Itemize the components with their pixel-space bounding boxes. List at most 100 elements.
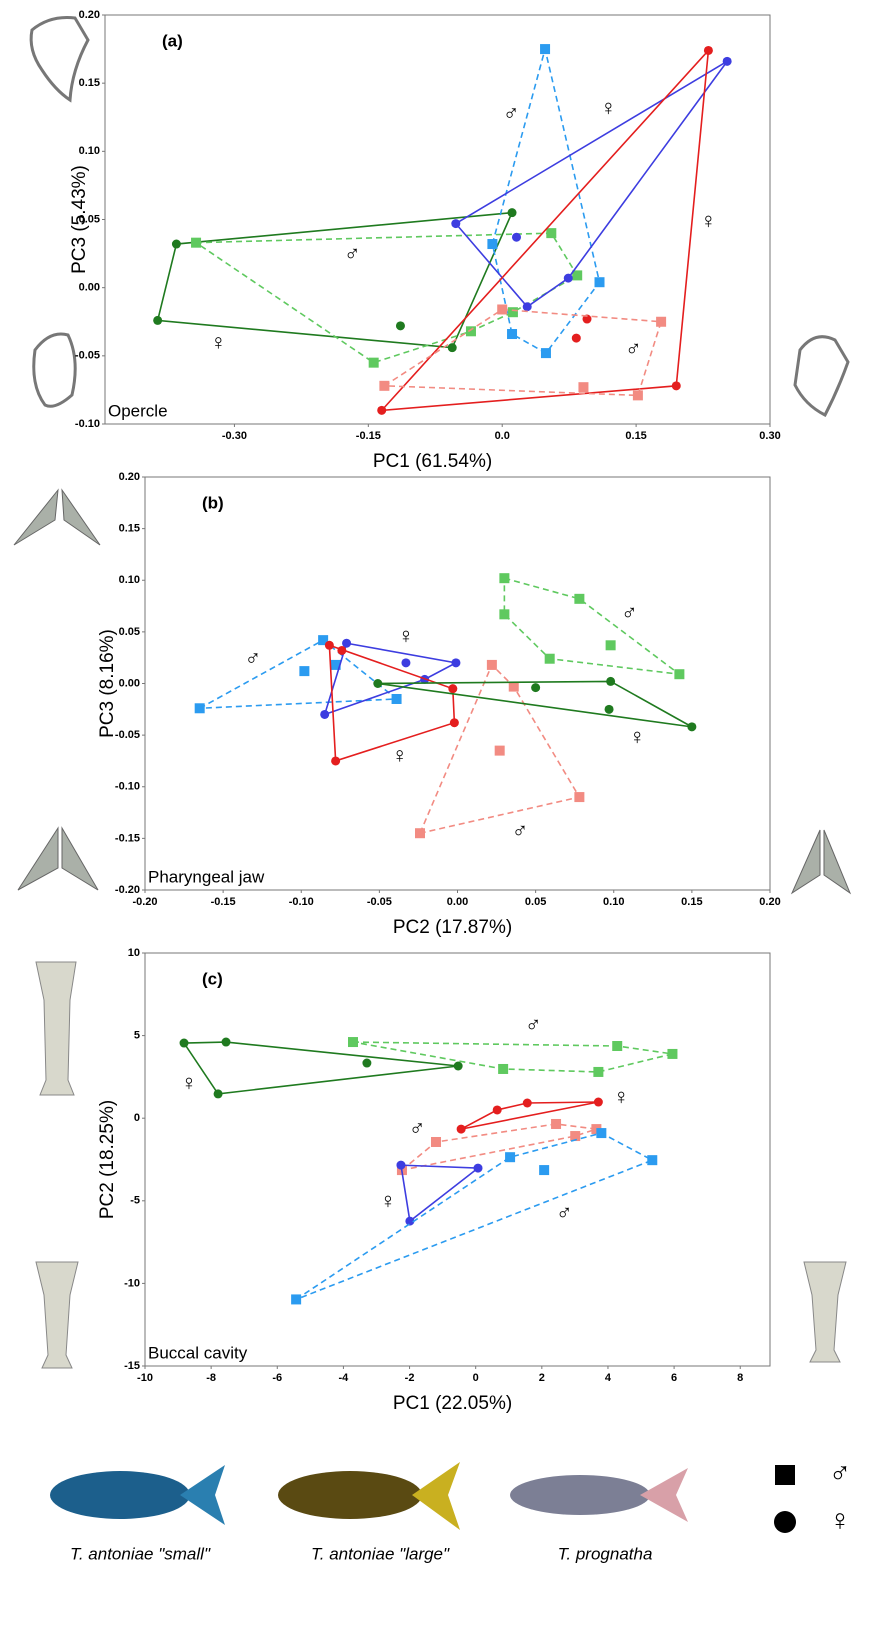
point <box>656 316 667 327</box>
legend-symbol: ♀ <box>829 1504 852 1537</box>
point <box>667 1048 678 1059</box>
y-tick-label: 0.00 <box>79 282 100 294</box>
y-tick-label: -0.10 <box>115 781 140 793</box>
x-tick-label: 6 <box>671 1372 677 1384</box>
point <box>593 1097 603 1107</box>
y-tick-label: -10 <box>124 1277 140 1289</box>
sex-annotation: ♂ <box>525 1012 542 1037</box>
point <box>299 666 310 677</box>
point <box>320 709 330 719</box>
x-tick-label: -0.15 <box>356 430 381 442</box>
point <box>507 329 518 340</box>
x-tick-label: 0.05 <box>525 896 546 908</box>
point <box>362 1058 372 1068</box>
point <box>551 1118 562 1129</box>
point <box>497 304 508 315</box>
point <box>505 1152 516 1163</box>
point <box>494 745 505 756</box>
point <box>456 1124 466 1134</box>
point <box>596 1128 607 1139</box>
point <box>324 640 334 650</box>
point <box>508 681 519 692</box>
y-tick-label: 5 <box>134 1030 140 1042</box>
point <box>318 635 329 646</box>
hull <box>400 1164 481 1223</box>
x-tick-label: 8 <box>737 1372 743 1384</box>
sex-annotation: ♂ <box>409 1116 426 1141</box>
y-tick-label: -5 <box>130 1195 140 1207</box>
y-axis-label: PC3 (5.43%) <box>69 165 90 274</box>
point <box>687 722 697 732</box>
sex-annotation: ♀ <box>210 329 227 354</box>
point <box>511 232 521 242</box>
y-tick-label: 10 <box>128 947 140 959</box>
y-tick-label: -0.05 <box>115 729 140 741</box>
y-tick-label: -15 <box>124 1360 140 1372</box>
point <box>571 333 581 343</box>
sex-annotation: ♂ <box>245 646 262 671</box>
point <box>348 1037 359 1048</box>
point <box>499 573 510 584</box>
point <box>453 1061 463 1071</box>
x-tick-label: 0.10 <box>603 896 624 908</box>
point <box>574 593 585 604</box>
sex-annotation: ♀ <box>398 623 415 648</box>
hull <box>379 48 710 412</box>
point <box>431 1136 442 1147</box>
x-tick-label: 0 <box>473 1372 479 1384</box>
point <box>540 44 551 55</box>
point <box>451 219 461 229</box>
point <box>396 1160 406 1170</box>
point <box>594 277 605 288</box>
y-tick-label: -0.15 <box>115 832 140 844</box>
sex-annotation: ♀ <box>600 95 617 120</box>
hull <box>199 639 399 710</box>
x-tick-label: 0.30 <box>759 430 780 442</box>
point <box>531 683 541 693</box>
panel: -0.30 -0.15 0.0 0.15 0.30 -0.10 -0.05 0.00 0.05 0… <box>69 9 781 472</box>
point <box>449 718 459 728</box>
sex-annotation: ♀ <box>391 743 408 768</box>
panel-label: (b) <box>202 493 224 512</box>
point <box>473 1163 483 1173</box>
y-tick-label: 0.05 <box>119 626 140 638</box>
point <box>604 704 614 714</box>
y-tick-label: 0.10 <box>119 574 140 586</box>
bone-shapes <box>29 16 850 418</box>
point <box>647 1155 658 1166</box>
y-tick-label: 0.20 <box>119 471 140 483</box>
point <box>405 1216 415 1226</box>
y-tick-label: 0.20 <box>79 9 100 21</box>
point <box>465 326 476 337</box>
sex-annotation: ♀ <box>380 1188 397 1213</box>
point <box>377 405 387 415</box>
point <box>330 659 341 670</box>
x-tick-label: -2 <box>405 1372 415 1384</box>
x-tick-label: -4 <box>339 1372 350 1384</box>
point <box>722 56 732 66</box>
point <box>671 381 681 391</box>
point <box>674 669 685 680</box>
point <box>331 756 341 766</box>
y-tick-label: -0.05 <box>75 350 100 362</box>
point <box>342 638 352 648</box>
point <box>337 645 347 655</box>
sex-annotation: ♂ <box>556 1200 573 1225</box>
point <box>487 239 498 250</box>
panel-label: (a) <box>162 31 183 50</box>
point <box>194 703 205 714</box>
point <box>213 1089 223 1099</box>
sex-annotation: ♀ <box>613 1084 630 1109</box>
species-caption: T. antoniae "small" <box>70 1544 211 1563</box>
x-tick-label: 2 <box>539 1372 545 1384</box>
point <box>395 321 405 331</box>
hull <box>377 680 693 728</box>
panel-label: (c) <box>202 969 223 988</box>
point <box>498 1063 509 1074</box>
plot-frame <box>144 952 771 1367</box>
point <box>171 239 181 249</box>
hull <box>454 60 728 308</box>
x-tick-label: 0.15 <box>625 430 646 442</box>
point <box>507 307 518 318</box>
